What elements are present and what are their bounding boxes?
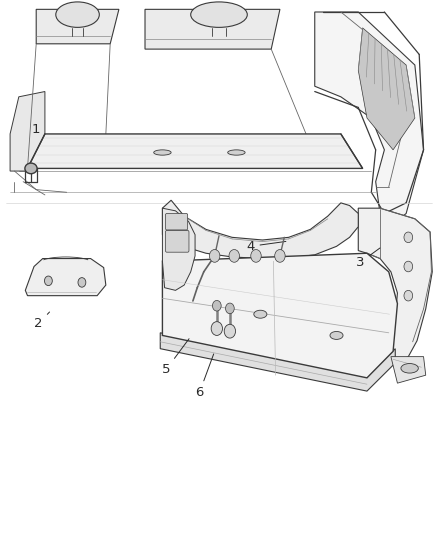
Circle shape bbox=[224, 324, 236, 338]
Circle shape bbox=[209, 249, 220, 262]
Polygon shape bbox=[162, 200, 358, 259]
Ellipse shape bbox=[228, 150, 245, 155]
Polygon shape bbox=[28, 134, 363, 168]
Polygon shape bbox=[358, 28, 415, 150]
Ellipse shape bbox=[154, 150, 171, 155]
Text: 3: 3 bbox=[356, 248, 380, 269]
Circle shape bbox=[404, 290, 413, 301]
Polygon shape bbox=[145, 10, 280, 49]
Ellipse shape bbox=[330, 332, 343, 340]
Polygon shape bbox=[162, 208, 195, 290]
Circle shape bbox=[226, 303, 234, 314]
Polygon shape bbox=[315, 12, 424, 224]
Circle shape bbox=[404, 232, 413, 243]
Ellipse shape bbox=[191, 2, 247, 27]
Circle shape bbox=[229, 249, 240, 262]
Polygon shape bbox=[25, 259, 106, 296]
Ellipse shape bbox=[56, 2, 99, 27]
Circle shape bbox=[45, 276, 52, 286]
Polygon shape bbox=[10, 92, 45, 171]
Circle shape bbox=[212, 301, 221, 311]
Circle shape bbox=[251, 249, 261, 262]
Polygon shape bbox=[36, 10, 119, 44]
Text: 4: 4 bbox=[246, 240, 286, 253]
Text: 1: 1 bbox=[31, 123, 62, 149]
Circle shape bbox=[275, 249, 285, 262]
Polygon shape bbox=[160, 333, 395, 391]
Circle shape bbox=[78, 278, 86, 287]
FancyBboxPatch shape bbox=[166, 230, 189, 252]
Text: 2: 2 bbox=[34, 312, 49, 330]
Circle shape bbox=[211, 321, 223, 335]
Text: 6: 6 bbox=[195, 354, 214, 399]
Polygon shape bbox=[391, 357, 426, 383]
Ellipse shape bbox=[254, 310, 267, 318]
FancyBboxPatch shape bbox=[166, 214, 187, 230]
Circle shape bbox=[404, 261, 413, 272]
Polygon shape bbox=[162, 253, 397, 378]
Polygon shape bbox=[358, 208, 432, 362]
Ellipse shape bbox=[401, 364, 418, 373]
Ellipse shape bbox=[25, 163, 37, 174]
Text: 5: 5 bbox=[162, 338, 189, 376]
